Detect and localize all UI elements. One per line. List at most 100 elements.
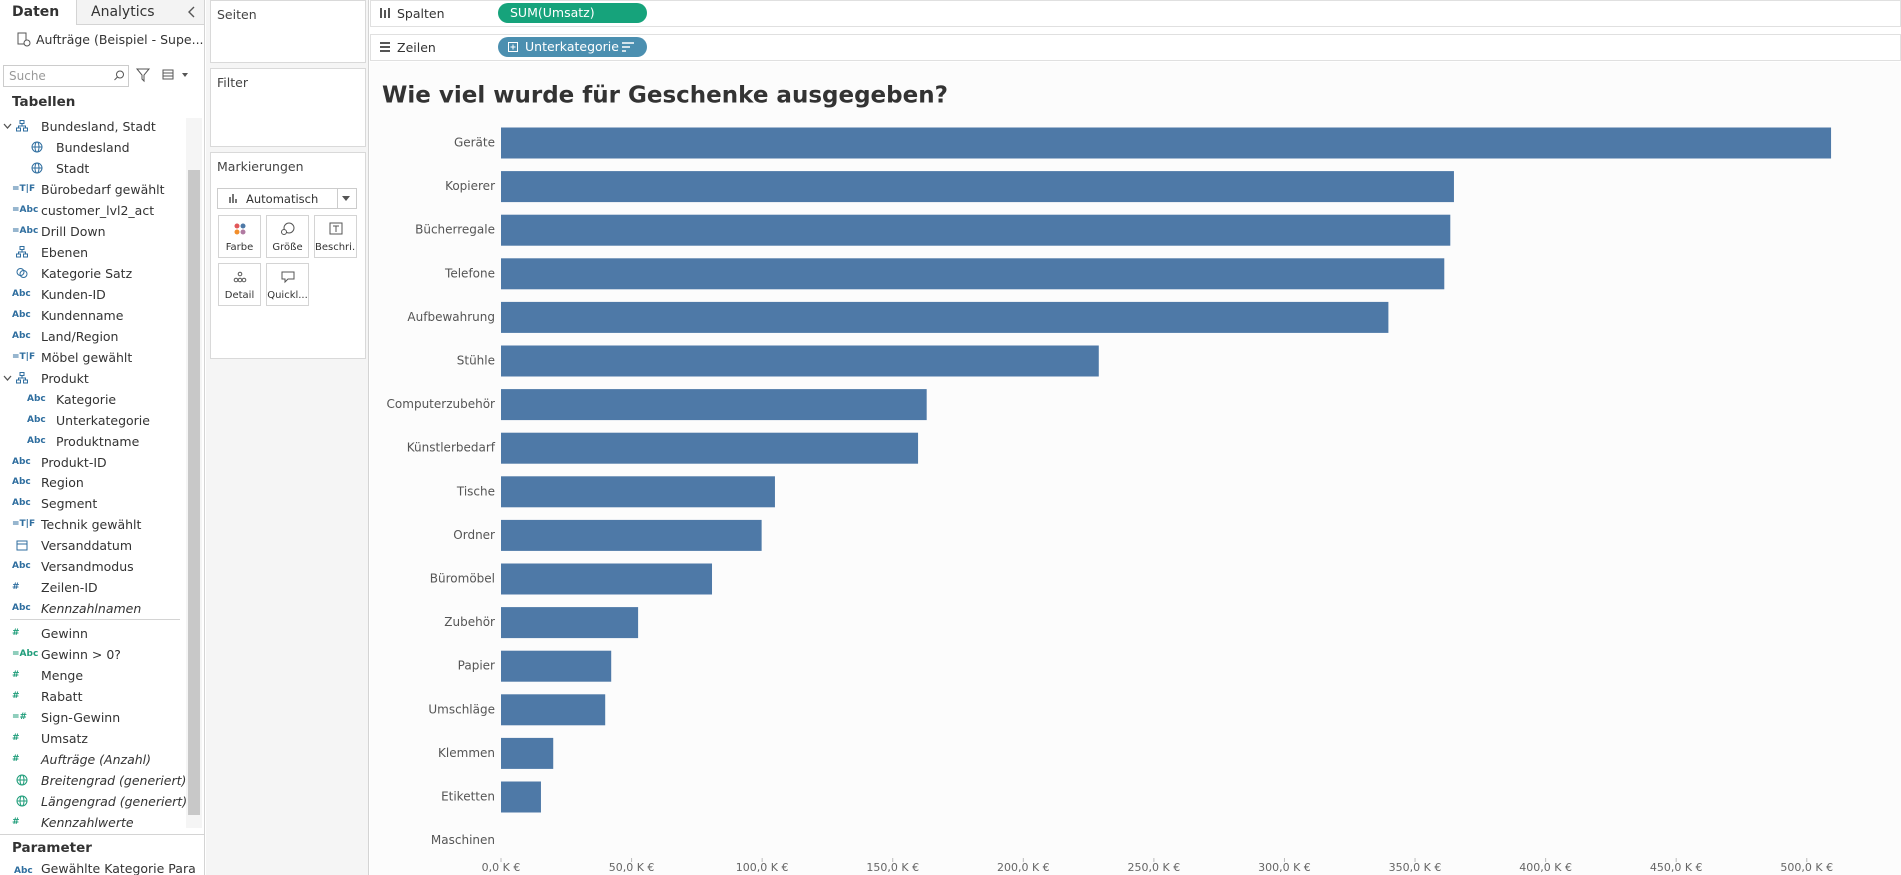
field-name[interactable]: Produkt-ID [41, 454, 107, 470]
field-name[interactable]: Breitengrad (generiert) [41, 773, 187, 789]
field-icon: =T|F [12, 519, 36, 530]
field-name[interactable]: Gewinn > 0? [41, 647, 121, 663]
field-name[interactable]: Kennzahlwerte [41, 815, 134, 830]
field-icon [16, 774, 28, 786]
tab-daten[interactable]: Daten [0, 0, 77, 25]
search-box[interactable]: Suche [3, 65, 129, 87]
field-name[interactable]: Längengrad (generiert) [41, 794, 188, 810]
field-name[interactable]: Sign-Gewinn [41, 710, 121, 726]
field-name[interactable]: Kategorie [56, 391, 117, 407]
bar [501, 781, 541, 813]
y-tick-label: Aufbewahrung [407, 310, 495, 324]
field-name[interactable]: Bürobedarf gewählt [41, 181, 165, 197]
field-name[interactable]: Gewinn [41, 626, 88, 642]
field-icon [16, 120, 28, 132]
field-name[interactable]: Ebenen [41, 244, 89, 260]
field-name[interactable]: Drill Down [41, 223, 106, 239]
mark-button[interactable]: Farbe [218, 215, 261, 258]
y-tick-label: Computerzubehör [387, 397, 496, 411]
bar [501, 301, 1389, 333]
y-tick-label: Ordner [453, 528, 495, 542]
sort-icon[interactable] [622, 42, 634, 52]
field-name[interactable]: Zeilen-ID [41, 580, 98, 596]
parameter-item[interactable]: Gewählte Kategorie Para [41, 861, 196, 875]
field-name[interactable]: Region [41, 475, 84, 491]
button-icon [281, 222, 295, 235]
field-icon [31, 141, 43, 153]
field-name[interactable]: Umsatz [41, 731, 88, 747]
bar [501, 389, 927, 421]
field-icon: Abc [12, 498, 31, 509]
field-icon: Abc [12, 309, 31, 320]
card-title: Markierungen [217, 159, 304, 174]
mark-button[interactable]: Detail [218, 263, 261, 306]
hierarchy [23, 379, 28, 384]
field-name[interactable]: Kennzahlnamen [41, 601, 142, 617]
field-name[interactable]: Aufträge (Anzahl) [41, 752, 152, 768]
mark-button[interactable]: Größe [266, 215, 309, 258]
detail [237, 271, 243, 277]
field-name[interactable]: Kunden-ID [41, 286, 106, 302]
field-name[interactable]: Produktname [56, 433, 140, 449]
pane-tools[interactable] [135, 67, 195, 83]
bar [501, 476, 775, 508]
field-name[interactable]: Rabatt [41, 689, 83, 705]
field-icon: Abc [12, 288, 31, 299]
y-tick-label: Künstlerbedarf [407, 441, 496, 455]
field-name[interactable]: Segment [41, 496, 98, 512]
mark-button[interactable]: Beschri... [314, 215, 357, 258]
field-name[interactable]: Land/Region [41, 328, 119, 344]
field-name[interactable]: Menge [41, 668, 84, 684]
button-icon [233, 271, 247, 283]
tables-header: Tabellen [12, 94, 76, 110]
field-name[interactable]: Bundesland [56, 139, 130, 155]
x-tick-label: 400,0 K € [1519, 861, 1572, 874]
y-tick-label: Maschinen [431, 833, 495, 847]
collapse-button[interactable] [187, 6, 197, 18]
y-tick-label: Papier [458, 659, 495, 673]
label [333, 225, 339, 232]
x-tick-label: 300,0 K € [1258, 861, 1311, 874]
mark-type: Automatisch [246, 192, 319, 206]
x-tick-label: 250,0 K € [1128, 861, 1181, 874]
field-name[interactable]: Versanddatum [41, 538, 133, 554]
datasource-name[interactable]: Aufträge (Beispiel - Supe... [36, 32, 204, 47]
filter-card: Filter [210, 68, 366, 147]
measure-pill[interactable]: SUM(Umsatz) [498, 3, 647, 23]
field-name[interactable]: Kundenname [41, 307, 124, 323]
field-name[interactable]: Produkt [41, 370, 89, 386]
field-name[interactable]: Bundesland, Stadt [41, 119, 156, 134]
field-name[interactable]: Unterkategorie [56, 412, 150, 428]
detail [233, 277, 239, 283]
columns-icon [380, 8, 390, 18]
field-icon: # [12, 670, 20, 681]
expand-caret[interactable] [3, 374, 12, 383]
field-icon: Abc [14, 866, 33, 875]
dimension-pill[interactable]: Unterkategorie [498, 37, 647, 57]
field-name[interactable]: Technik gewählt [41, 517, 142, 533]
field-icon: =T|F [12, 183, 36, 194]
field-icon: # [12, 691, 20, 702]
tab-analytics[interactable]: Analytics [91, 4, 155, 20]
mark-type-dropdown[interactable]: Automatisch [217, 188, 357, 209]
field-name[interactable]: Versandmodus [41, 559, 134, 575]
caret [3, 123, 12, 129]
field-name[interactable]: Kategorie Satz [41, 265, 133, 281]
field-icon: =T|F [12, 351, 36, 362]
field-name[interactable]: Stadt [56, 160, 90, 176]
field-name[interactable]: customer_lvl2_act [41, 202, 155, 218]
field-icon: Abc [12, 456, 31, 467]
scrollbar-thumb[interactable] [188, 170, 200, 815]
x-tick-label: 100,0 K € [736, 861, 789, 874]
dot [234, 229, 240, 235]
mark-button[interactable]: Quickl... [266, 263, 309, 306]
field-name[interactable]: Möbel gewählt [41, 349, 133, 365]
button-icon [281, 271, 295, 284]
field-icon: # [12, 817, 20, 827]
dot [234, 223, 240, 229]
field-icon: Abc [12, 477, 31, 488]
pill-label: Unterkategorie [525, 39, 619, 54]
expand-caret[interactable] [3, 122, 12, 131]
bar [501, 258, 1445, 290]
